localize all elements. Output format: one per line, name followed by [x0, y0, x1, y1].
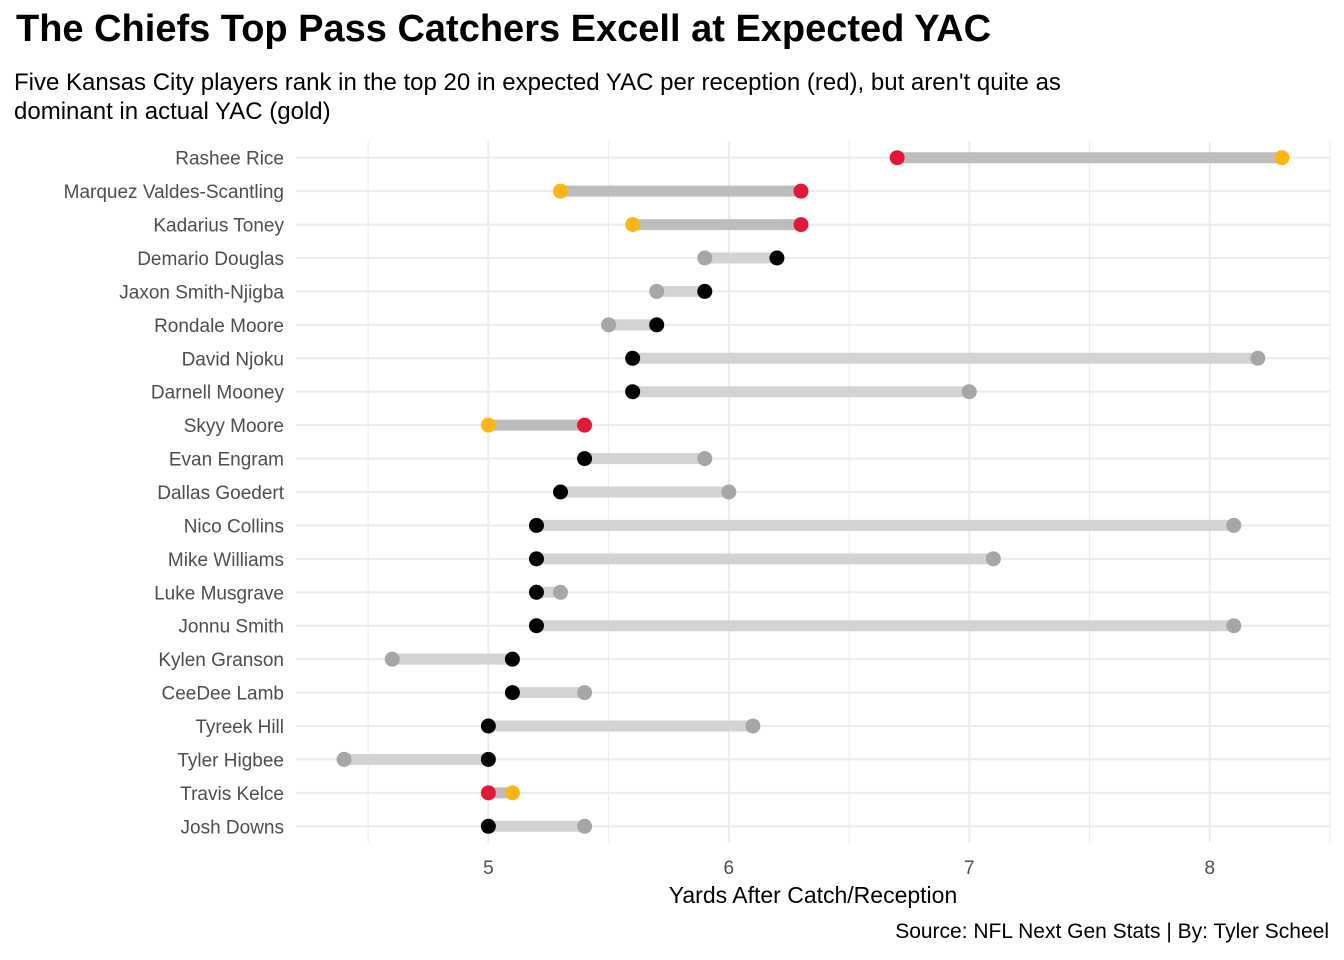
- actual-yac-point: [1274, 150, 1290, 166]
- player-label: Luke Musgrave: [154, 583, 284, 604]
- expected-yac-point: [697, 283, 713, 299]
- expected-yac-point: [480, 818, 496, 834]
- player-label: Skyy Moore: [184, 416, 284, 437]
- expected-yac-point: [528, 618, 544, 634]
- actual-yac-point: [1250, 350, 1266, 366]
- chart-caption: Source: NFL Next Gen Stats | By: Tyler S…: [895, 920, 1329, 943]
- player-label: Tyler Higbee: [177, 750, 284, 771]
- expected-yac-point: [480, 751, 496, 767]
- expected-yac-point: [553, 484, 569, 500]
- actual-yac-point: [601, 317, 617, 333]
- actual-yac-point: [697, 250, 713, 266]
- player-label: Demario Douglas: [137, 249, 284, 270]
- expected-yac-point: [480, 785, 496, 801]
- player-label: Travis Kelce: [180, 784, 284, 805]
- actual-yac-point: [577, 685, 593, 701]
- player-label: Evan Engram: [169, 450, 284, 471]
- expected-yac-point: [889, 150, 905, 166]
- expected-yac-point: [625, 350, 641, 366]
- player-label: Mike Williams: [168, 550, 284, 571]
- actual-yac-point: [480, 417, 496, 433]
- player-label: CeeDee Lamb: [161, 684, 284, 705]
- player-label: Dallas Goedert: [157, 483, 284, 504]
- chart-subtitle: Five Kansas City players rank in the top…: [14, 69, 1061, 125]
- expected-yac-point: [769, 250, 785, 266]
- x-tick-label: 7: [964, 858, 975, 879]
- expected-yac-point: [577, 451, 593, 467]
- actual-yac-point: [721, 484, 737, 500]
- x-tick-label: 8: [1204, 858, 1215, 879]
- label-layer: Rashee Rice Marquez Valdes-Scantling Kadar…: [64, 149, 1215, 879]
- actual-yac-point: [961, 384, 977, 400]
- actual-yac-point: [1226, 517, 1242, 533]
- actual-yac-point: [649, 283, 665, 299]
- expected-yac-point: [528, 517, 544, 533]
- player-label: Kylen Granson: [158, 650, 284, 671]
- x-tick-label: 6: [724, 858, 735, 879]
- player-label: Jaxon Smith-Njigba: [119, 282, 284, 303]
- expected-yac-point: [793, 217, 809, 233]
- actual-yac-point: [577, 818, 593, 834]
- actual-yac-point: [336, 751, 352, 767]
- expected-yac-point: [480, 718, 496, 734]
- actual-yac-point: [553, 183, 569, 199]
- expected-yac-point: [793, 183, 809, 199]
- actual-yac-point: [553, 584, 569, 600]
- expected-yac-point: [577, 417, 593, 433]
- x-axis-title: Yards After Catch/Reception: [669, 882, 958, 908]
- player-label: Josh Downs: [181, 817, 285, 838]
- actual-yac-point: [985, 551, 1001, 567]
- player-label: David Njoku: [182, 349, 284, 370]
- player-label: Kadarius Toney: [153, 216, 284, 237]
- actual-yac-point: [384, 651, 400, 667]
- segment-layer: [344, 152, 1282, 832]
- player-label: Marquez Valdes-Scantling: [64, 182, 284, 203]
- grid-layer: [296, 141, 1331, 843]
- player-label: Rashee Rice: [175, 149, 284, 170]
- actual-yac-point: [697, 451, 713, 467]
- expected-yac-point: [504, 651, 520, 667]
- actual-yac-point: [745, 718, 761, 734]
- point-layer: [336, 150, 1290, 834]
- actual-yac-point: [625, 217, 641, 233]
- player-label: Jonnu Smith: [178, 617, 284, 638]
- x-tick-label: 5: [483, 858, 494, 879]
- expected-yac-point: [504, 685, 520, 701]
- expected-yac-point: [625, 384, 641, 400]
- expected-yac-point: [649, 317, 665, 333]
- expected-yac-point: [528, 584, 544, 600]
- player-label: Rondale Moore: [154, 316, 284, 337]
- player-label: Darnell Mooney: [151, 383, 285, 404]
- expected-yac-point: [528, 551, 544, 567]
- player-label: Nico Collins: [184, 516, 284, 537]
- chart-title: The Chiefs Top Pass Catchers Excell at E…: [16, 8, 992, 50]
- player-label: Tyreek Hill: [195, 717, 284, 738]
- actual-yac-point: [504, 785, 520, 801]
- actual-yac-point: [1226, 618, 1242, 634]
